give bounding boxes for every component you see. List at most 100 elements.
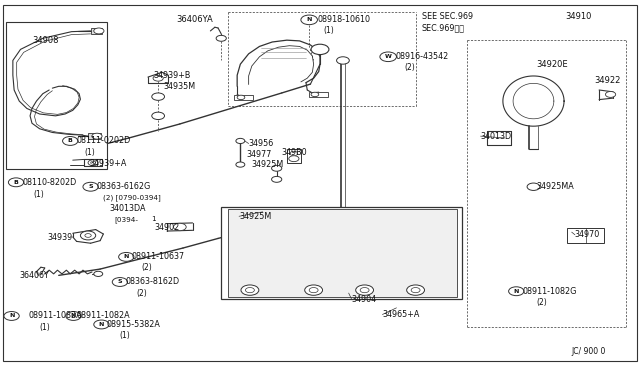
Circle shape: [246, 288, 254, 293]
Circle shape: [85, 234, 92, 237]
Circle shape: [337, 57, 349, 64]
Text: 08363-8162D: 08363-8162D: [125, 278, 180, 286]
Text: 349B0: 349B0: [282, 148, 307, 157]
Circle shape: [118, 253, 134, 261]
Text: (1): (1): [84, 148, 95, 157]
Text: (1): (1): [323, 26, 334, 35]
Text: S: S: [118, 279, 122, 285]
Text: 34925MA: 34925MA: [537, 182, 575, 191]
Text: 08110-8202D: 08110-8202D: [22, 178, 77, 187]
Text: (1): (1): [33, 190, 44, 199]
Text: 34904: 34904: [352, 295, 377, 304]
Text: (2): (2): [537, 298, 547, 307]
Text: (2) [0790-0394]: (2) [0790-0394]: [103, 195, 161, 201]
Circle shape: [271, 176, 282, 182]
Text: 34939+B: 34939+B: [153, 71, 191, 80]
Bar: [88, 133, 100, 139]
Text: 34922: 34922: [594, 76, 620, 85]
Circle shape: [91, 161, 96, 164]
Text: N: N: [9, 314, 14, 318]
Text: 1: 1: [151, 216, 156, 222]
Circle shape: [605, 92, 616, 97]
Text: 34908: 34908: [32, 36, 58, 45]
Circle shape: [216, 35, 227, 41]
Bar: [91, 28, 102, 34]
Text: (2): (2): [404, 63, 415, 72]
Circle shape: [173, 223, 186, 231]
Text: 34013DA: 34013DA: [109, 204, 146, 214]
Text: W: W: [385, 54, 392, 59]
Text: 34013D: 34013D: [481, 132, 512, 141]
Text: 08916-43542: 08916-43542: [395, 52, 449, 61]
Circle shape: [83, 182, 99, 191]
Text: N: N: [513, 289, 519, 294]
Text: 34920E: 34920E: [537, 60, 568, 69]
Circle shape: [290, 151, 298, 156]
Text: 34935M: 34935M: [164, 82, 196, 91]
Circle shape: [311, 44, 329, 55]
Bar: [6, 22, 107, 169]
Circle shape: [94, 271, 102, 276]
Text: B: B: [68, 138, 73, 144]
Circle shape: [237, 95, 245, 100]
Bar: [234, 95, 253, 100]
Text: 36406YA: 36406YA: [177, 15, 213, 24]
Circle shape: [411, 288, 420, 293]
Circle shape: [527, 183, 540, 190]
Text: 34956: 34956: [248, 139, 274, 148]
Text: N: N: [70, 314, 76, 318]
Text: [0394-: [0394-: [115, 216, 139, 222]
Bar: [287, 149, 301, 163]
Text: 34939: 34939: [47, 233, 72, 242]
Circle shape: [94, 28, 104, 34]
Circle shape: [271, 165, 282, 171]
Circle shape: [92, 133, 102, 139]
Text: 34965+A: 34965+A: [383, 310, 420, 319]
Text: 08363-6162G: 08363-6162G: [97, 182, 151, 191]
Text: SEE SEC.969: SEE SEC.969: [422, 12, 473, 21]
Circle shape: [153, 75, 163, 81]
Circle shape: [509, 287, 524, 296]
Circle shape: [66, 311, 81, 320]
Bar: [567, 228, 604, 243]
Text: N: N: [124, 254, 129, 259]
Text: 08918-10610: 08918-10610: [317, 15, 371, 24]
Text: B: B: [13, 180, 19, 185]
Text: S: S: [88, 184, 93, 189]
Circle shape: [241, 285, 259, 295]
Text: 34970: 34970: [575, 230, 600, 239]
Text: 08111-0202D: 08111-0202D: [77, 137, 131, 145]
Circle shape: [380, 52, 396, 62]
Text: 34925M: 34925M: [251, 160, 284, 170]
Text: 34925M: 34925M: [239, 212, 271, 221]
Circle shape: [236, 162, 245, 167]
Text: 34910: 34910: [565, 12, 592, 21]
Text: 08915-5382A: 08915-5382A: [106, 320, 161, 329]
Circle shape: [63, 137, 78, 145]
Bar: [308, 92, 328, 97]
Circle shape: [360, 288, 369, 293]
Bar: [221, 207, 462, 299]
Text: 36406Y: 36406Y: [19, 271, 49, 280]
Circle shape: [8, 178, 24, 187]
Text: (2): (2): [141, 263, 152, 272]
Text: 08911-1082A: 08911-1082A: [77, 311, 130, 320]
Circle shape: [152, 93, 164, 100]
Circle shape: [289, 156, 299, 161]
Circle shape: [236, 138, 245, 144]
Text: 08911-1082A: 08911-1082A: [28, 311, 82, 320]
Text: N: N: [307, 17, 312, 22]
Circle shape: [4, 311, 19, 320]
Text: (1): (1): [119, 331, 130, 340]
Circle shape: [305, 285, 323, 295]
Text: SEC.969参照: SEC.969参照: [422, 23, 465, 32]
Text: (2): (2): [136, 289, 147, 298]
Circle shape: [94, 320, 109, 329]
Text: 08911-1082G: 08911-1082G: [523, 287, 577, 296]
Text: 34977: 34977: [246, 150, 271, 159]
Circle shape: [311, 92, 319, 97]
Circle shape: [356, 285, 374, 295]
Text: 34902: 34902: [154, 223, 180, 232]
Circle shape: [112, 278, 127, 286]
Circle shape: [301, 15, 317, 25]
